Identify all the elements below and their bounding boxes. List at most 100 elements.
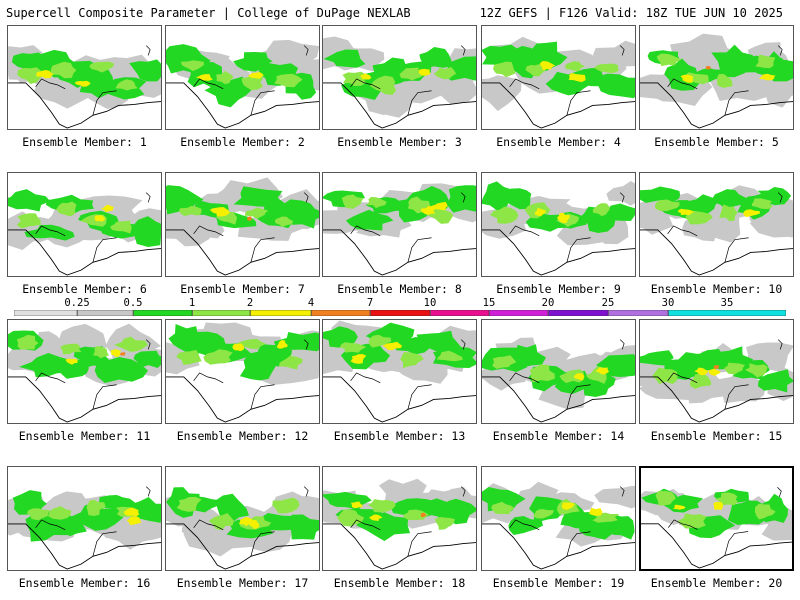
map-canvas <box>640 185 793 276</box>
ensemble-map-3[interactable] <box>322 25 477 130</box>
scp-contour-12 <box>595 73 635 99</box>
state-border-2 <box>460 45 466 56</box>
scp-contour-13 <box>490 206 519 224</box>
ensemble-map-20[interactable] <box>639 466 794 571</box>
scp-contour-17 <box>694 367 709 376</box>
state-border-1 <box>407 531 432 557</box>
ensemble-map-10[interactable] <box>639 172 794 277</box>
scp-contour-13 <box>180 60 205 72</box>
ensemble-map-17[interactable] <box>165 466 320 571</box>
ensemble-map-6[interactable] <box>7 172 162 277</box>
state-border-0 <box>509 519 540 531</box>
coastline <box>323 229 476 276</box>
scp-contour-12 <box>757 369 793 393</box>
state-border-2 <box>303 192 309 203</box>
ensemble-map-16[interactable] <box>7 466 162 571</box>
scp-contour-12 <box>601 203 635 221</box>
scp-contour-15 <box>399 67 425 81</box>
scp-contour-17 <box>75 80 91 87</box>
map-canvas <box>8 45 161 129</box>
state-border-0 <box>667 225 698 237</box>
state-border-2 <box>777 192 783 203</box>
scp-contour-17 <box>713 501 724 511</box>
scp-contour-15 <box>559 369 584 384</box>
scp-contour-14 <box>60 343 82 355</box>
member-label-14: Ensemble Member: 14 <box>492 429 625 443</box>
scp-contour-16 <box>594 63 619 74</box>
map-canvas <box>482 181 635 276</box>
legend-swatch-8 <box>489 310 549 316</box>
state-border-2 <box>460 486 466 497</box>
member-label-6: Ensemble Member: 6 <box>22 282 147 296</box>
scp-contour-7 <box>323 326 358 348</box>
scp-contour-14 <box>690 373 712 389</box>
map-canvas <box>323 36 476 129</box>
scp-contour-18 <box>672 504 686 510</box>
member-label-10: Ensemble Member: 10 <box>650 282 783 296</box>
state-border-2 <box>303 486 309 497</box>
ensemble-map-11[interactable] <box>7 319 162 424</box>
state-border-2 <box>460 339 466 350</box>
scp-contour-17 <box>759 73 776 81</box>
chart-title: Supercell Composite Parameter | College … <box>6 6 411 20</box>
state-border-1 <box>250 384 275 410</box>
state-border-1 <box>407 384 432 410</box>
scp-contour-17 <box>350 354 367 364</box>
ensemble-map-2[interactable] <box>165 25 320 130</box>
ensemble-map-15[interactable] <box>639 319 794 424</box>
scp-contour-16 <box>274 73 303 88</box>
scp-contour-18 <box>595 367 610 375</box>
scp-contour-14 <box>56 201 77 217</box>
scp-contour-13 <box>652 367 678 385</box>
ensemble-map-5[interactable] <box>639 25 794 130</box>
scp-contour-14 <box>369 75 397 95</box>
color-legend: 0.25 0.5 1 2 4 7 10 15 20 25 30 35 <box>0 297 800 323</box>
scp-contour-15 <box>716 73 733 88</box>
member-label-19: Ensemble Member: 19 <box>492 576 625 590</box>
scp-contour-9 <box>525 41 568 72</box>
state-border-1 <box>250 237 275 263</box>
state-border-0 <box>350 519 381 531</box>
legend-swatch-2 <box>133 310 193 316</box>
legend-swatch-7 <box>430 310 490 316</box>
scp-contour-16 <box>272 497 300 514</box>
ensemble-map-19[interactable] <box>481 466 636 571</box>
state-border-1 <box>724 90 749 116</box>
ensemble-map-4[interactable] <box>481 25 636 130</box>
scp-contour-19 <box>705 66 711 70</box>
state-border-0 <box>509 225 540 237</box>
legend-swatch-9 <box>548 310 609 316</box>
state-border-0 <box>35 78 66 90</box>
state-border-0 <box>509 372 540 384</box>
ensemble-map-13[interactable] <box>322 319 477 424</box>
ensemble-map-12[interactable] <box>165 319 320 424</box>
ensemble-map-9[interactable] <box>481 172 636 277</box>
scp-contour-13 <box>655 490 676 506</box>
scp-contour-15 <box>724 362 745 375</box>
scp-contour-11 <box>416 330 463 353</box>
scp-contour-13 <box>493 61 516 78</box>
scp-contour-15 <box>89 61 115 73</box>
scp-contour-17 <box>123 507 140 517</box>
scp-contour-11 <box>94 356 148 383</box>
scp-contour-18 <box>100 204 114 213</box>
legend-tick-label: 7 <box>366 297 374 309</box>
ensemble-map-14[interactable] <box>481 319 636 424</box>
ensemble-map-7[interactable] <box>165 172 320 277</box>
scp-contour-16 <box>755 54 776 69</box>
ensemble-map-1[interactable] <box>7 25 162 130</box>
state-border-2 <box>619 339 625 350</box>
scp-contour-13 <box>492 355 517 369</box>
member-label-4: Ensemble Member: 4 <box>496 135 621 149</box>
member-label-2: Ensemble Member: 2 <box>180 135 305 149</box>
legend-swatch-1 <box>77 310 134 316</box>
scp-contour-13 <box>179 205 202 217</box>
scp-contour-12 <box>129 59 161 82</box>
scp-contour-9 <box>685 194 720 218</box>
state-border-1 <box>407 237 432 263</box>
ensemble-map-8[interactable] <box>322 172 477 277</box>
scp-contour-4 <box>714 373 766 404</box>
ensemble-map-18[interactable] <box>322 466 477 571</box>
scp-contour-17 <box>195 74 213 81</box>
scp-contour-13 <box>341 194 364 209</box>
